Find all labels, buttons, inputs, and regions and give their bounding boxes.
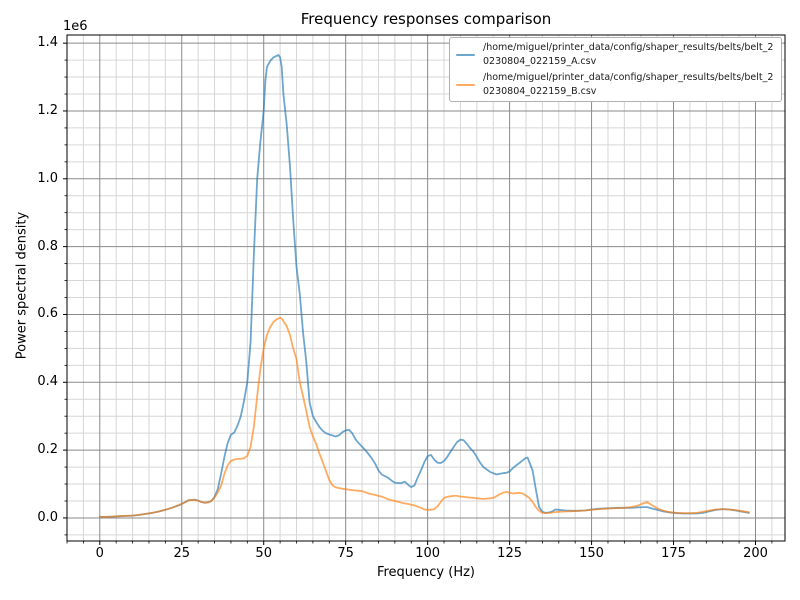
y-tick-label: 0.4 bbox=[37, 374, 58, 390]
x-tick-label: 0 bbox=[95, 546, 104, 561]
x-tick-label: 75 bbox=[337, 546, 354, 561]
legend-swatch-a bbox=[456, 53, 475, 56]
x-axis-label: Frequency (Hz) bbox=[376, 565, 476, 580]
x-tick-label: 25 bbox=[173, 546, 190, 561]
legend-label-a: /home/miguel/printer_data/config/shaper_… bbox=[483, 41, 773, 68]
y-tick-label: 0.0 bbox=[37, 509, 58, 525]
x-tick-label: 100 bbox=[415, 546, 441, 561]
series-line-b bbox=[98, 316, 750, 518]
y-tick-label: 0.8 bbox=[37, 238, 58, 254]
x-tick-label: 150 bbox=[579, 546, 604, 561]
x-tick-label: 175 bbox=[661, 546, 686, 561]
legend-label-b-line2: 0230804_022159_B.csv bbox=[483, 85, 597, 97]
y-tick-label: 1.4 bbox=[37, 35, 58, 51]
y-tick-label: 0.6 bbox=[37, 306, 58, 322]
legend-entry-b: /home/miguel/printer_data/config/shaper_… bbox=[456, 71, 775, 98]
y-tick-label: 1.0 bbox=[37, 170, 58, 186]
legend-entry-a: /home/miguel/printer_data/config/shaper_… bbox=[456, 41, 775, 68]
series-line-a bbox=[98, 54, 750, 518]
legend-label-a-line2: 0230804_022159_A.csv bbox=[483, 55, 597, 67]
legend: /home/miguel/printer_data/config/shaper_… bbox=[449, 37, 782, 102]
legend-label-a-line1: /home/miguel/printer_data/config/shaper_… bbox=[483, 42, 774, 53]
axes-frame bbox=[66, 34, 786, 542]
legend-label-b-line1: /home/miguel/printer_data/config/shaper_… bbox=[483, 72, 774, 83]
legend-label-b: /home/miguel/printer_data/config/shaper_… bbox=[483, 71, 773, 98]
x-tick-label: 125 bbox=[497, 546, 522, 561]
y-tick-label: 1.2 bbox=[37, 102, 58, 118]
legend-swatch-b bbox=[456, 83, 475, 86]
y-tick-label: 0.2 bbox=[37, 442, 58, 458]
chart-title: Frequency responses comparison bbox=[300, 10, 552, 28]
y-axis-offset-label: 1e6 bbox=[63, 19, 88, 34]
x-tick-label: 50 bbox=[255, 546, 272, 561]
x-tick-label: 200 bbox=[743, 546, 768, 561]
